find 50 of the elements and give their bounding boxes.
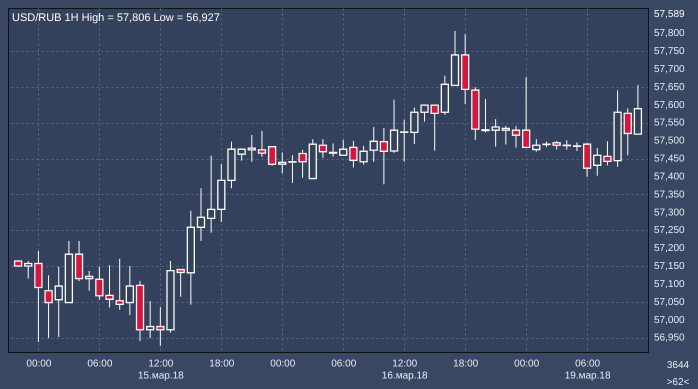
y-tick-label: 57,700 — [654, 64, 686, 75]
y-tick-label: 57,450 — [654, 154, 686, 164]
candlestick — [328, 142, 338, 158]
candlestick — [390, 99, 398, 154]
candlestick — [24, 260, 32, 280]
chart-title: USD/RUB 1H High = 57,806 Low = 56,927 — [12, 12, 220, 24]
y-tick-label: 56,950 — [654, 332, 686, 344]
candlestick — [258, 130, 266, 158]
candlestick — [349, 140, 358, 168]
x-tick-label: 00:00 — [270, 358, 296, 370]
candlestick — [298, 149, 307, 178]
y-tick-label: 57,350 — [654, 189, 686, 200]
x-tick-label: 00:00 — [514, 358, 540, 370]
x-tick-label: 12:00 15.мар.18 — [138, 358, 184, 382]
text: >62< — [666, 377, 690, 388]
y-tick-label: 57,250 — [654, 225, 686, 236]
x-tick-label: 06:00 — [331, 358, 357, 370]
candlestick — [603, 140, 612, 166]
candlestick — [359, 145, 368, 166]
y-tick-label: 57,300 — [654, 207, 686, 218]
y-tick-label: 57,400 — [654, 171, 686, 182]
y-tick-label: 57,800 — [654, 28, 686, 40]
y-tick-label: 57,000 — [654, 314, 686, 326]
candlestick — [624, 108, 632, 156]
candlestick — [196, 188, 206, 242]
y-tick-label: 57,150 — [654, 261, 686, 272]
y-tick-label: 57,550 — [654, 118, 686, 129]
x-tick-label: 00:00 — [26, 358, 52, 370]
candlestick — [512, 125, 520, 148]
candlestick — [105, 264, 114, 308]
text: 3644 — [666, 360, 690, 371]
candlestick — [318, 138, 328, 158]
y-tick-label: 57,050 — [654, 296, 686, 308]
text: 57,589 — [654, 9, 686, 20]
candlestick — [339, 139, 348, 156]
candlestick — [481, 98, 490, 133]
y-tick-label: 57,650 — [654, 82, 686, 93]
y-tick-label: 57,200 — [654, 243, 686, 254]
y-tick-label: 57,100 — [654, 278, 686, 290]
x-tick-label: 12:00 16.мар.18 — [382, 358, 428, 382]
x-tick-label: 18:00 — [453, 358, 479, 370]
y-tick-label: 57,500 — [654, 136, 686, 147]
x-tick-label: 06:00 — [87, 358, 113, 370]
y-tick-label: 57,600 — [654, 100, 686, 111]
candlestick — [288, 154, 297, 184]
candlestick — [420, 104, 429, 122]
y-tick-label: 57,750 — [654, 46, 686, 57]
x-tick-label: 06:00 19.мар.18 — [564, 358, 611, 382]
candlestick — [44, 274, 53, 339]
x-tick-label: 18:00 — [209, 358, 235, 370]
